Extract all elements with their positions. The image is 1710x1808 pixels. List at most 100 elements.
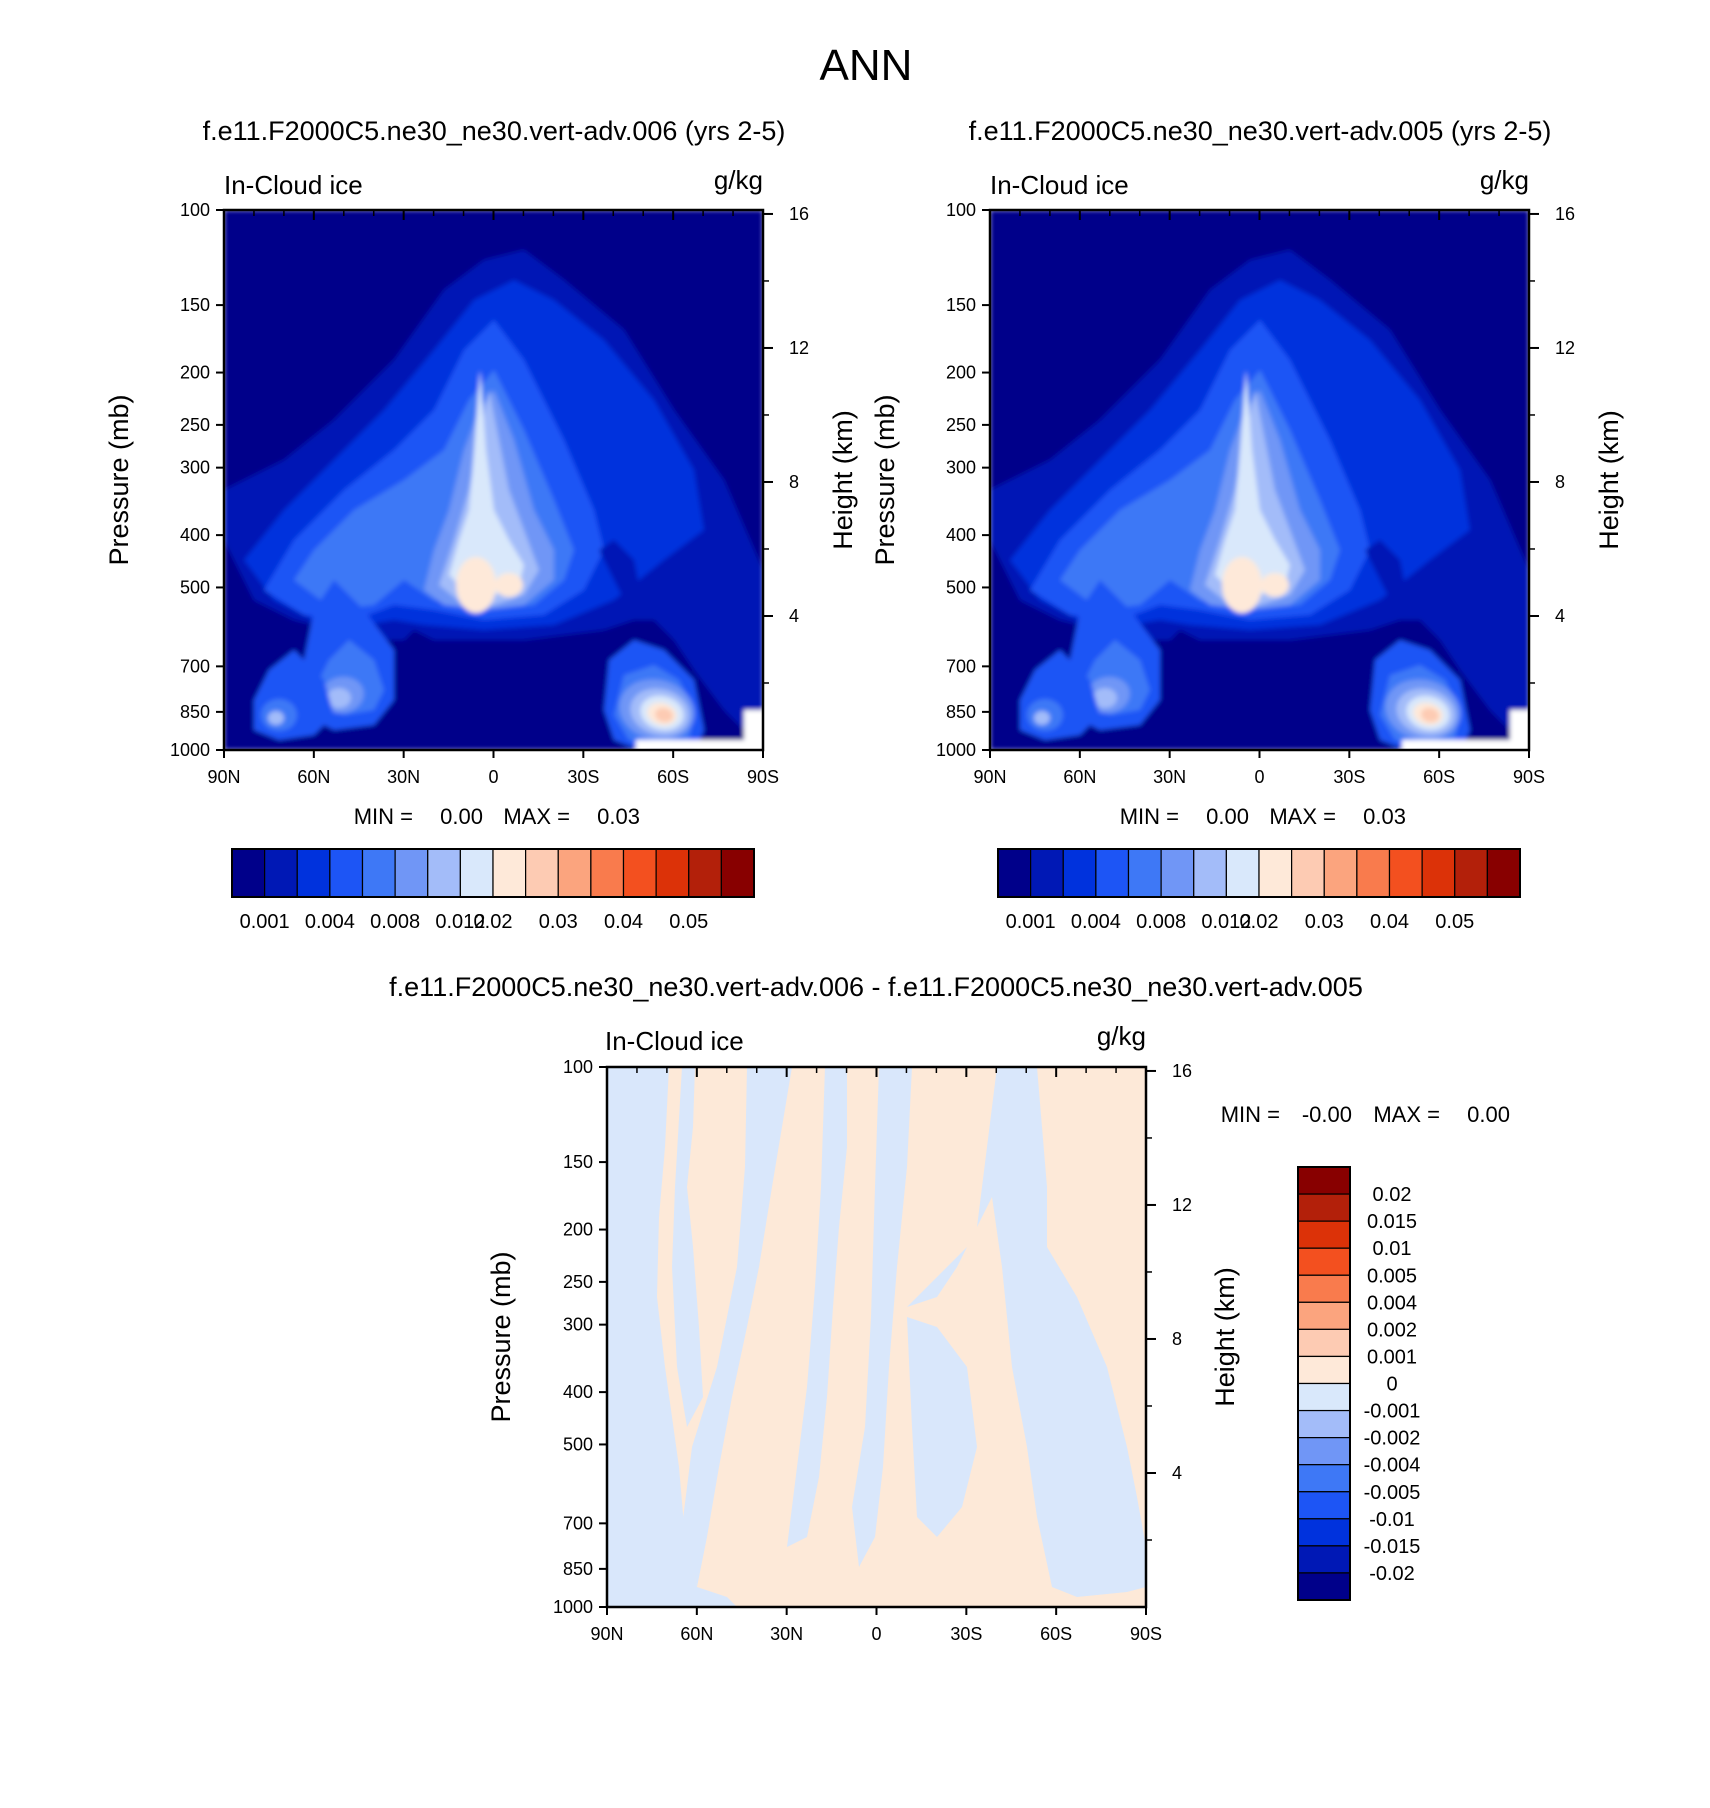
- colorbar-swatch: [655, 848, 690, 898]
- height-tick-label: 12: [1555, 338, 1575, 358]
- x-tick-label: 90S: [747, 767, 779, 787]
- colorbar-swatch: [1297, 1193, 1351, 1222]
- colorbar-swatch: [1486, 848, 1521, 898]
- panel-2-variable-label: In-Cloud ice: [990, 170, 1129, 200]
- colorbar-label: 0.05: [1435, 911, 1474, 933]
- colorbar-swatch: [1297, 1464, 1351, 1493]
- contour-band: [268, 711, 284, 725]
- colorbar-swatch: [1258, 848, 1293, 898]
- colorbar-label: 0.015: [1367, 1211, 1417, 1233]
- x-tick-label: 30N: [1153, 767, 1186, 787]
- panel-2-minmax: MIN = 0.00 MAX = 0.03: [1120, 804, 1406, 829]
- colorbar-frame: [1297, 1166, 1351, 1601]
- panel-1-axes: 100 150 200 250 300 400 500 700 850 1000 90N 60N 30N…: [170, 200, 809, 787]
- colorbar-swatch: [1297, 1274, 1351, 1303]
- colorbar-swatch: [296, 848, 331, 898]
- y-tick-label: 100: [563, 1057, 593, 1077]
- colorbar-label: 0.002: [1367, 1319, 1417, 1341]
- height-tick-label: 16: [1172, 1061, 1192, 1081]
- panel-1-contours: [224, 210, 763, 750]
- x-tick-label: 90N: [207, 767, 240, 787]
- x-tick-label: 30S: [950, 1624, 982, 1644]
- x-tick-label: 0: [1254, 767, 1264, 787]
- panel-2-axes: 100 150 200 250 300 400 500 700 850 1000 90N 60N 30N…: [936, 200, 1575, 787]
- y-tick-label: 300: [180, 458, 210, 478]
- panel-1-title: f.e11.F2000C5.ne30_ne30.vert-adv.006 (yr…: [203, 116, 786, 146]
- panel-2: f.e11.F2000C5.ne30_ne30.vert-adv.005 (yr…: [870, 116, 1624, 933]
- panel-3-minmax: MIN = -0.00 MAX = 0.00: [1221, 1102, 1510, 1127]
- colorbar-frame: [231, 848, 755, 898]
- x-tick-label: 60S: [1423, 767, 1455, 787]
- y-tick-label: 850: [946, 702, 976, 722]
- height-tick-label: 8: [1172, 1329, 1182, 1349]
- x-tick-label: 60N: [680, 1624, 713, 1644]
- panel-2-min-value: 0.00: [1206, 804, 1249, 829]
- y-tick-label: 400: [180, 525, 210, 545]
- panel-2-max-value: 0.03: [1363, 804, 1406, 829]
- x-tick-label: 90S: [1130, 1624, 1162, 1644]
- x-tick-label: 0: [871, 1624, 881, 1644]
- y-tick-label: 850: [180, 702, 210, 722]
- colorbar-label: 0.012: [1201, 911, 1251, 933]
- panel-3-min-label: MIN =: [1221, 1102, 1280, 1127]
- missing-data: [1510, 710, 1529, 750]
- panel-2-ylabel: Pressure (mb): [870, 394, 900, 565]
- diff-negative-region: [907, 1067, 1146, 1597]
- colorbar-label: 0.04: [604, 911, 643, 933]
- diff-negative-region: [607, 1067, 737, 1607]
- contour-band: [1222, 557, 1262, 613]
- panel-1-min-value: 0.00: [440, 804, 483, 829]
- x-tick-label: 60N: [297, 767, 330, 787]
- x-tick-label: 90N: [973, 767, 1006, 787]
- contour-band: [327, 688, 351, 708]
- colorbar-swatch: [1323, 848, 1358, 898]
- colorbar-swatch: [361, 848, 396, 898]
- panel-1-minmax: MIN = 0.00 MAX = 0.03: [354, 804, 640, 829]
- panel-3-colorbar: 0.02 0.015 0.01 0.005 0.004 0.002 0.001 0 -0.001…: [1297, 1166, 1421, 1601]
- colorbar-swatch: [1297, 1247, 1351, 1276]
- y-tick-label: 500: [946, 577, 976, 597]
- panel-3-axes: 100 150 200 250 300 400 500 700 850 1000 90N 60N 30N…: [553, 1057, 1192, 1644]
- y-tick-label: 100: [946, 200, 976, 220]
- height-tick-label: 4: [1172, 1463, 1182, 1483]
- panel-3-variable-label: In-Cloud ice: [605, 1026, 744, 1056]
- y-tick-label: 850: [563, 1559, 593, 1579]
- colorbar-swatch: [1297, 1518, 1351, 1547]
- colorbar-label: -0.005: [1364, 1482, 1421, 1504]
- panel-3-ylabel-right: Height (km): [1210, 1267, 1240, 1407]
- contour-band: [599, 540, 644, 615]
- missing-data: [636, 740, 763, 750]
- colorbar-swatch: [1297, 1355, 1351, 1385]
- colorbar-label: 0.03: [1305, 911, 1344, 933]
- colorbar-swatch: [1030, 848, 1064, 898]
- contour-band: [1093, 688, 1117, 708]
- height-tick-label: 16: [1555, 204, 1575, 224]
- y-tick-label: 200: [180, 363, 210, 383]
- colorbar-swatch: [1356, 848, 1391, 898]
- x-tick-label: 0: [488, 767, 498, 787]
- colorbar-label: 0.004: [305, 911, 355, 933]
- y-tick-label: 500: [180, 577, 210, 597]
- colorbar-label: 0.05: [669, 911, 708, 933]
- colorbar-label: -0.001: [1364, 1401, 1421, 1423]
- colorbar-label: 0.02: [1240, 911, 1279, 933]
- diff-negative-region: [787, 1067, 847, 1547]
- diff-negative-region: [907, 1317, 977, 1537]
- colorbar-swatch: [394, 848, 429, 898]
- colorbar-swatch: [688, 848, 722, 898]
- colorbar-swatch: [1297, 1572, 1351, 1601]
- colorbar-label: 0.04: [1370, 911, 1409, 933]
- missing-data: [744, 710, 763, 750]
- x-tick-label: 60N: [1063, 767, 1096, 787]
- colorbar-label: 0.008: [370, 911, 420, 933]
- x-tick-label: 90S: [1513, 767, 1545, 787]
- contour-band: [449, 370, 524, 595]
- y-tick-label: 150: [180, 295, 210, 315]
- colorbar-label: 0.02: [474, 911, 513, 933]
- panel-3: f.e11.F2000C5.ne30_ne30.vert-adv.006 - f…: [389, 972, 1510, 1644]
- y-tick-label: 250: [563, 1272, 593, 1292]
- colorbar-swatch: [1297, 1301, 1351, 1330]
- panel-2-ylabel-right: Height (km): [1594, 410, 1624, 550]
- colorbar-swatch: [264, 848, 298, 898]
